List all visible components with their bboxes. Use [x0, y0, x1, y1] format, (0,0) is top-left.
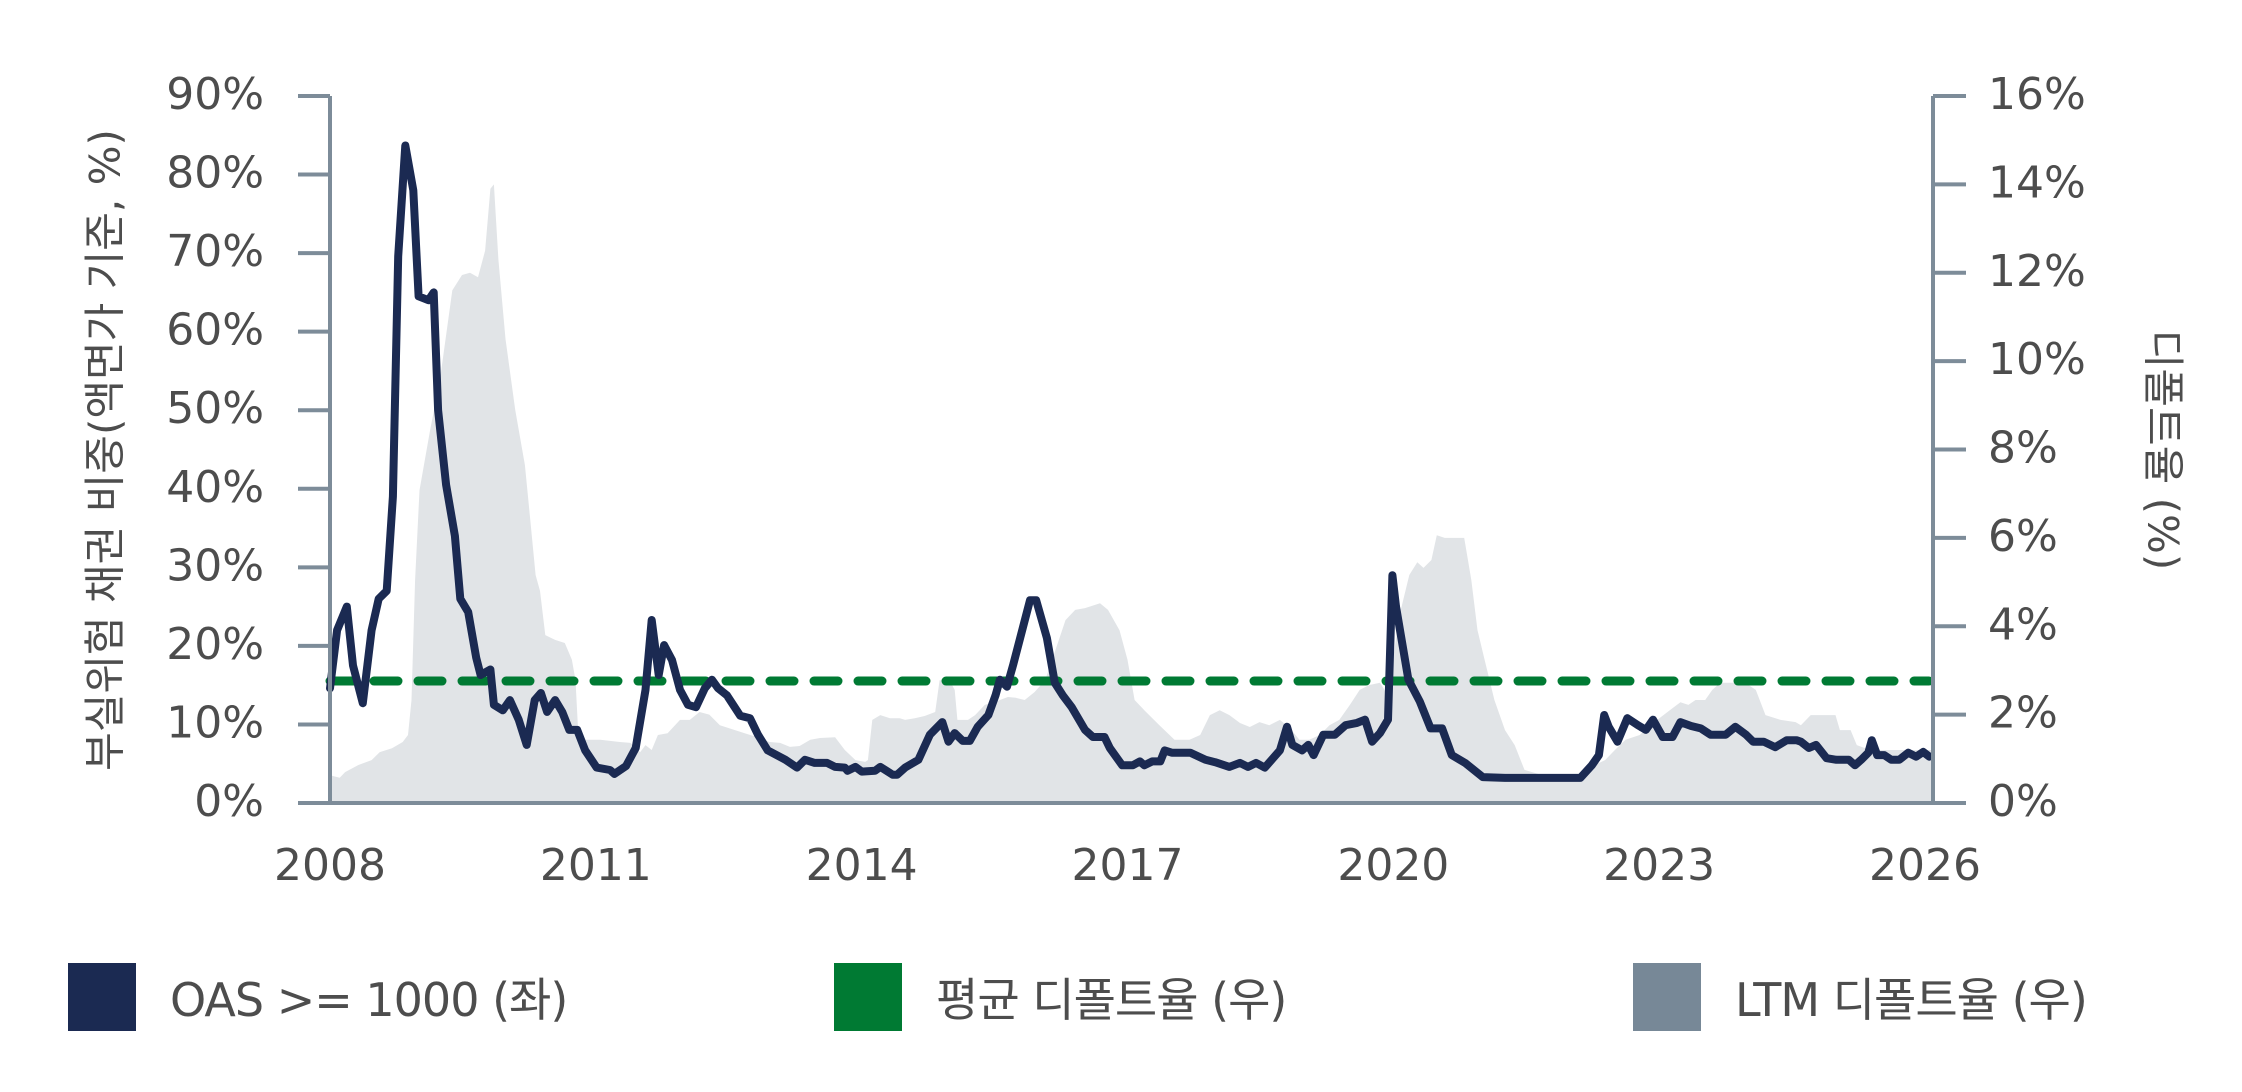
left-tick-label: 60%	[166, 305, 264, 356]
left-tick-label: 90%	[166, 69, 264, 120]
right-tick-label: 8%	[1988, 423, 2058, 474]
ltm-default-area	[330, 184, 1933, 803]
right-tick-label: 4%	[1988, 599, 2058, 650]
left-axis-ticks: 0% 10% 20% 30% 40% 50% 60% 70% 80% 90%	[166, 69, 330, 827]
right-axis-title: 디폴트율 (%)	[2139, 330, 2188, 571]
right-tick-label: 16%	[1988, 69, 2086, 120]
x-tick-label: 2017	[1072, 840, 1184, 891]
legend-label-oas: OAS >= 1000 (좌)	[170, 973, 568, 1027]
x-tick-label: 2011	[540, 840, 652, 891]
legend-label-ltm-default: LTM 디폴트율 (우)	[1735, 973, 2088, 1027]
right-tick-label: 0%	[1988, 776, 2058, 827]
x-tick-label: 2026	[1869, 840, 1981, 891]
right-axis-ticks: 0% 2% 4% 6% 8% 10% 12% 14% 16%	[1933, 69, 2086, 827]
legend-item-avg-default: 평균 디폴트율 (우)	[834, 962, 1287, 1032]
left-tick-label: 80%	[166, 148, 264, 199]
legend-swatch-ltm-default	[1633, 963, 1701, 1031]
oas-polyline	[326, 141, 1934, 782]
right-tick-label: 14%	[1988, 157, 2086, 208]
x-axis-ticks: 2008 2011 2014 2017 2020 2023 2026	[274, 840, 1981, 891]
right-tick-label: 2%	[1988, 688, 2058, 739]
legend-swatch-avg-default	[834, 963, 902, 1031]
left-tick-label: 10%	[166, 697, 264, 748]
legend-item-ltm-default: LTM 디폴트율 (우)	[1633, 962, 2088, 1032]
right-tick-label: 6%	[1988, 511, 2058, 562]
left-tick-label: 70%	[166, 226, 264, 277]
left-tick-label: 30%	[166, 540, 264, 591]
right-tick-label: 10%	[1988, 334, 2086, 385]
legend-item-oas: OAS >= 1000 (좌)	[68, 962, 568, 1032]
x-tick-label: 2014	[806, 840, 918, 891]
left-tick-label: 50%	[166, 383, 264, 434]
chart: 0% 10% 20% 30% 40% 50% 60% 70% 80% 90% 0% 2% 4% 6% 8%…	[81, 69, 2188, 891]
legend-label-avg-default: 평균 디폴트율 (우)	[936, 973, 1287, 1027]
left-tick-label: 20%	[166, 619, 264, 670]
ltm-default-area-path	[330, 184, 1933, 803]
x-tick-label: 2023	[1603, 840, 1715, 891]
legend-swatch-oas	[68, 963, 136, 1031]
left-tick-label: 0%	[194, 776, 264, 827]
x-tick-label: 2020	[1337, 840, 1449, 891]
legend: OAS >= 1000 (좌) 평균 디폴트율 (우) LTM 디폴트율 (우)	[0, 962, 2242, 1032]
oas-line	[326, 141, 1934, 782]
right-tick-label: 12%	[1988, 246, 2086, 297]
left-tick-label: 40%	[166, 462, 264, 513]
left-axis-title: 부실위험 채권 비중(액면가 기준, %)	[81, 129, 130, 771]
x-tick-label: 2008	[274, 840, 386, 891]
